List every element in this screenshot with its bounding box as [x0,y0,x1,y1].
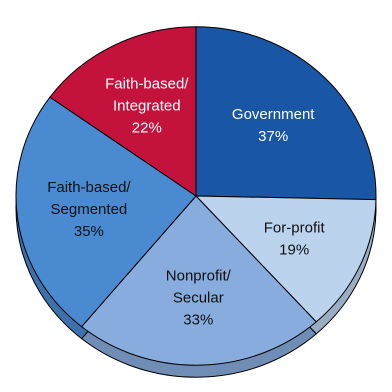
slice-label: Government 37% [232,106,315,145]
slice-name-label: Faith-based/ [47,179,131,196]
slice-name-label: Secular [173,290,224,307]
slice-value-label: 22% [132,120,162,137]
pie-slice [49,26,197,197]
slice-label: Faith-based/Integrated 22% [105,76,189,137]
slice-value-label: 35% [74,223,104,240]
slice-name-label: Government [232,106,315,123]
pie-slice [81,195,317,366]
slice-name-label: Nonprofit/ [166,268,232,285]
slice-value-label: 19% [279,241,309,258]
slice-name-label: Integrated [113,98,181,115]
slice-value-label: 37% [258,128,288,145]
pie-slice [195,195,377,323]
slice-label: Nonprofit/Secular 33% [166,268,232,329]
slice-name-label: For-profit [264,219,326,236]
pie-slice [195,26,377,201]
slice-label: Faith-based/Segmented 35% [47,179,131,240]
slice-name-label: Segmented [51,201,128,218]
pie-slice [15,96,197,328]
slice-name-label: Faith-based/ [105,76,189,93]
slice-value-label: 33% [183,312,213,329]
slice-label: For-profit 19% [264,219,326,258]
